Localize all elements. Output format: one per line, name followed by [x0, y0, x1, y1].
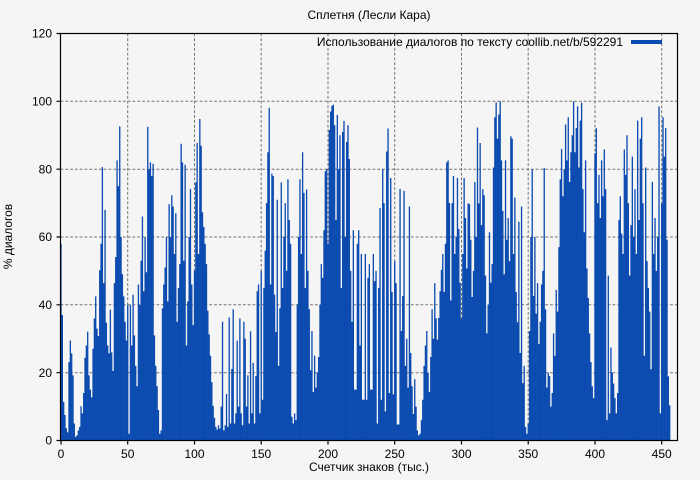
svg-text:60: 60 — [39, 230, 53, 244]
svg-text:80: 80 — [39, 162, 53, 176]
svg-text:% диалогов: % диалогов — [1, 204, 15, 269]
svg-text:40: 40 — [39, 298, 53, 312]
svg-text:20: 20 — [39, 366, 53, 380]
svg-text:Счетчик знаков (тыс.): Счетчик знаков (тыс.) — [309, 460, 429, 474]
svg-text:0: 0 — [58, 447, 65, 461]
svg-text:120: 120 — [32, 27, 52, 41]
svg-text:100: 100 — [184, 447, 204, 461]
svg-text:150: 150 — [251, 447, 271, 461]
svg-text:Сплетня (Лесли Кара): Сплетня (Лесли Кара) — [308, 8, 431, 22]
svg-text:50: 50 — [121, 447, 135, 461]
svg-text:300: 300 — [451, 447, 471, 461]
svg-text:250: 250 — [385, 447, 405, 461]
svg-text:Использование диалогов по текс: Использование диалогов по тексту coollib… — [317, 35, 623, 49]
svg-text:100: 100 — [32, 95, 52, 109]
svg-text:400: 400 — [585, 447, 605, 461]
svg-text:0: 0 — [45, 434, 52, 448]
svg-text:450: 450 — [652, 447, 672, 461]
svg-text:200: 200 — [318, 447, 338, 461]
svg-text:350: 350 — [518, 447, 538, 461]
